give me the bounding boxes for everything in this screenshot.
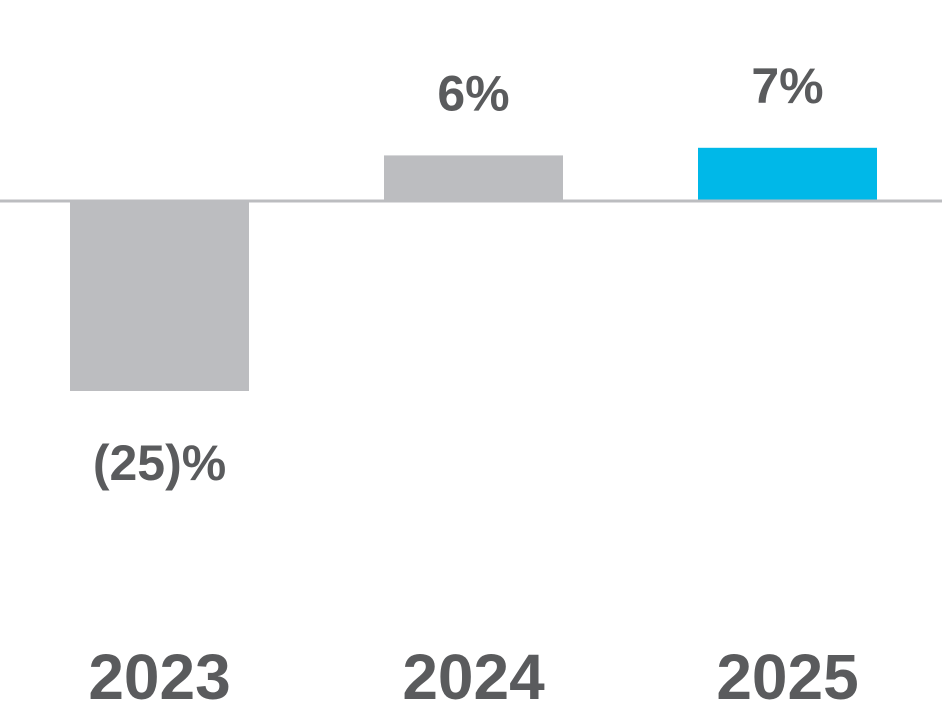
bar xyxy=(698,147,877,201)
value-label: 6% xyxy=(437,66,509,122)
x-tick-label: 2024 xyxy=(402,641,545,713)
value-label: (25)% xyxy=(93,435,226,491)
x-tick-label: 2023 xyxy=(88,641,230,713)
bar xyxy=(70,201,249,391)
x-tick-label: 2025 xyxy=(716,641,858,713)
value-label: 7% xyxy=(751,58,823,114)
bar xyxy=(384,155,563,201)
